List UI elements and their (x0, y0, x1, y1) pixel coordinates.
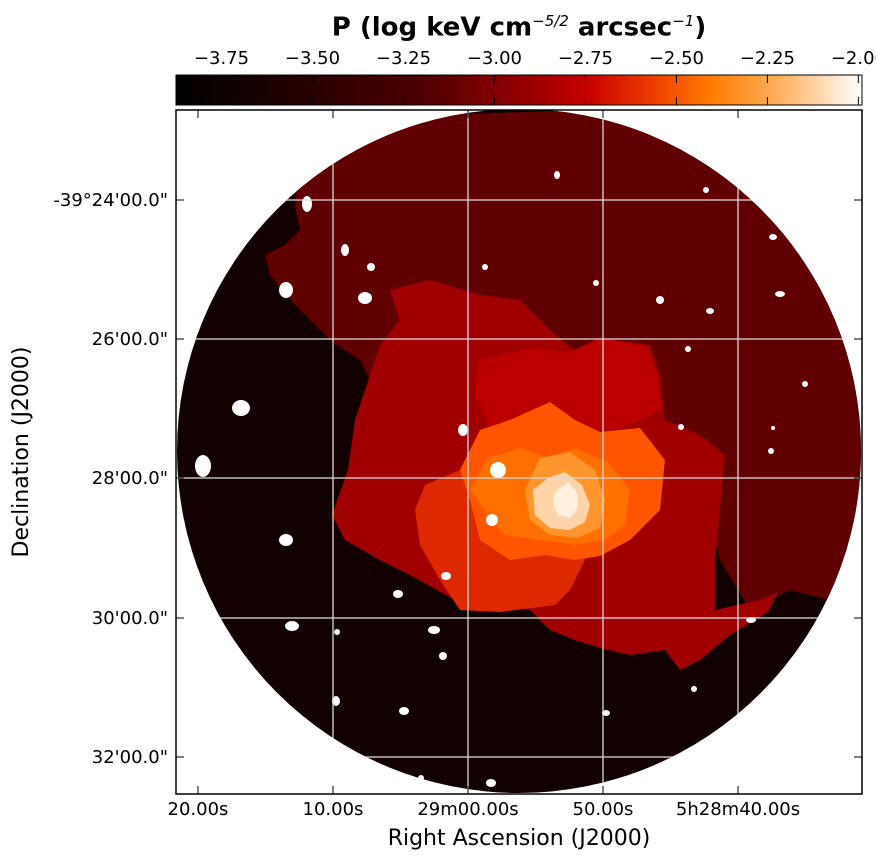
colorbar-tick-label: −3.75 (194, 48, 249, 69)
x-tick-label: 29m00.00s (417, 799, 518, 820)
y-tick-label: 30'00.0" (92, 608, 168, 629)
pressure-map (176, 110, 862, 794)
axes-frame (175, 109, 863, 795)
colorbar (175, 74, 863, 106)
colorbar-tick-label: −2.50 (649, 48, 704, 69)
y-tick-label: 26'00.0" (92, 329, 168, 350)
colorbar-title: P (log keV cm−5/2 arcsec−1) (331, 12, 707, 43)
y-axis-label: Declination (J2000) (9, 347, 34, 558)
x-axis-label: Right Ascension (J2000) (388, 826, 651, 851)
region-core-1 (553, 482, 578, 518)
region-ring-2 (475, 338, 660, 432)
y-tick-label: -39°24'00.0" (53, 190, 168, 211)
x-tick-label: 20.00s (168, 799, 229, 820)
colorbar-tick-label: −3.25 (376, 48, 431, 69)
colorbar-tick-label: −3.50 (285, 48, 340, 69)
y-tick-label: 28'00.0" (92, 468, 168, 489)
x-tick-label: 50.00s (573, 799, 634, 820)
colorbar-tick-label: −3.00 (467, 48, 522, 69)
colorbar-ticks (220, 75, 859, 105)
x-tick-label: 10.00s (303, 799, 364, 820)
colorbar-tick-label: −2.25 (740, 48, 795, 69)
x-tick-label: 5h28m40.00s (676, 799, 800, 820)
colorbar-tick-label: −2.75 (558, 48, 613, 69)
y-tick-label: 32'00.0" (92, 747, 168, 768)
axis-ticks (176, 110, 862, 794)
colorbar-tick-label: −2.00 (831, 48, 876, 69)
colorbar-tick-labels: −3.75 −3.50 −3.25 −3.00 −2.75 −2.50 −2.2… (194, 48, 876, 69)
